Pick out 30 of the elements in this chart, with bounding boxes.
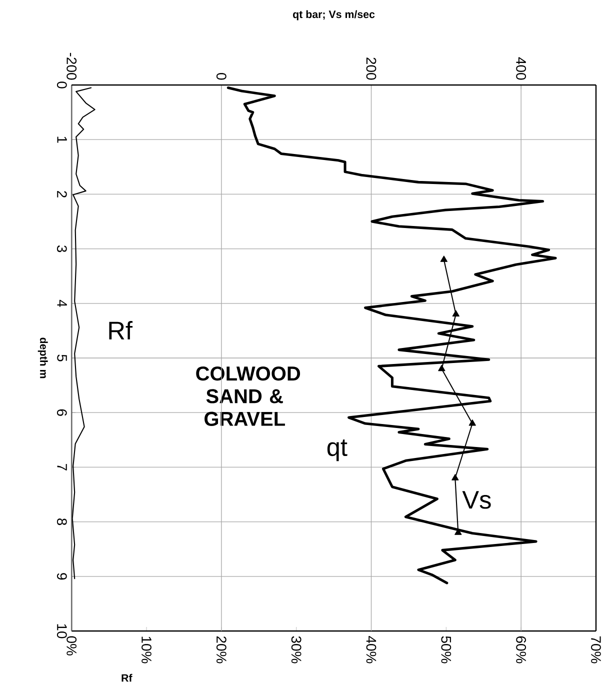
x-tick-label: 50% [441,636,452,664]
series-label: Vs [462,491,491,509]
y-axis-title: depth m [38,338,48,378]
y-tick-label: 2 [57,191,67,198]
y-tick-label: 6 [56,409,67,416]
y-tick-label: 9 [56,573,67,580]
x2-axis-title: qt bar; Vs m/sec [293,10,375,20]
y-tick-label: 0 [56,82,67,88]
y-tick-label: 5 [57,354,67,362]
y-tick-label: 8 [56,518,67,526]
x2-tick-label: 400 [516,57,526,80]
x-tick-label: 0% [66,636,77,656]
x2-tick-label: -200 [66,52,77,80]
annotation: COLWOOD SAND & GRAVEL [196,366,300,426]
x2-tick-label: 0 [216,73,226,80]
x2-tick-label: 200 [366,58,376,80]
x-tick-label: 60% [516,636,526,664]
series-label: qt [327,439,348,462]
x-tick-label: 70% [591,636,601,664]
series-label: Rf [109,321,133,340]
y-tick-label: 3 [56,245,67,252]
x-tick-label: 20% [216,636,226,664]
x-tick-label: 30% [291,636,302,664]
y-tick-label: 1 [57,136,67,143]
x-tick-label: 10% [142,636,152,664]
x-tick-label: 40% [366,636,376,664]
y-tick-label: 4 [57,300,67,307]
x-axis-title: Rf [122,674,132,682]
y-tick-label: 10 [56,624,67,638]
y-tick-label: 7 [57,464,67,470]
